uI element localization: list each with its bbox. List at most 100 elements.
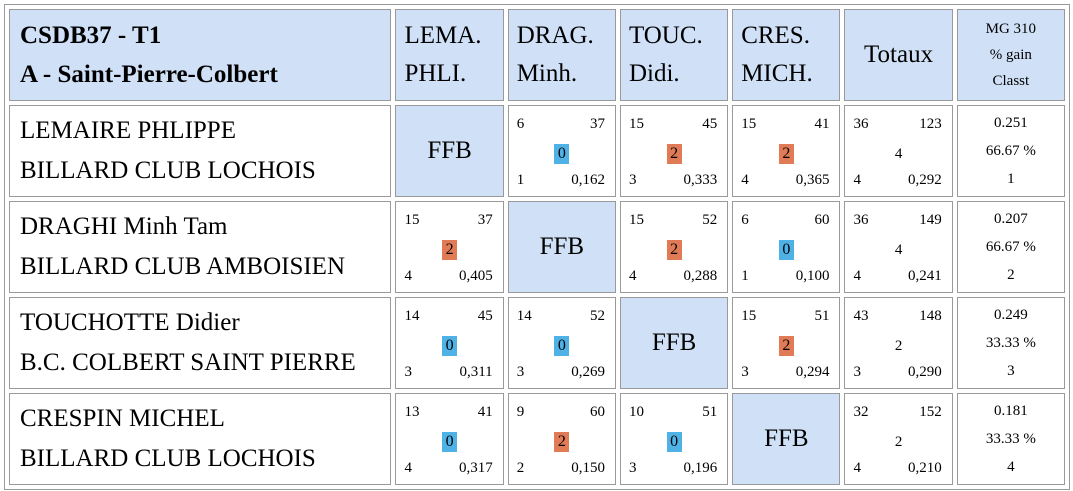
match-points-badge: 0 xyxy=(442,336,458,356)
player-club: B.C. COLBERT SAINT PIERRE xyxy=(20,349,356,376)
match-points-scored: 15 xyxy=(628,212,644,228)
match-best-series: 3 xyxy=(516,364,525,380)
win-percentage: 33.33 % xyxy=(985,335,1036,351)
total-innings: 152 xyxy=(919,404,942,420)
match-points-scored: 9 xyxy=(516,404,525,420)
total-average: 0,290 xyxy=(907,364,942,380)
self-match-cell: FFB xyxy=(395,105,504,197)
total-match-points: 2 xyxy=(894,434,903,450)
match-average: 0,365 xyxy=(795,172,830,188)
general-average: 0.207 xyxy=(993,211,1028,227)
match-average: 0,162 xyxy=(571,172,605,188)
ranking: 4 xyxy=(1007,459,1015,475)
match-best-series: 4 xyxy=(741,172,749,188)
match-best-series: 3 xyxy=(404,364,412,380)
match-innings: 60 xyxy=(589,404,605,420)
mg-cell: 0.181 33.33 % 4 xyxy=(956,393,1065,485)
match-score-cell: 10 51 0 3 0,196 xyxy=(619,393,729,485)
table-row: LEMAIRE PHLIPPE BILLARD CLUB LOCHOIS FFB 6 3… xyxy=(9,105,1065,197)
match-best-series: 1 xyxy=(741,268,749,284)
win-percentage: 66.67 % xyxy=(985,239,1036,255)
self-match-cell: FFB xyxy=(732,393,841,485)
match-points-badge: 2 xyxy=(442,240,458,260)
total-best-series: 3 xyxy=(853,364,861,380)
total-average: 0,292 xyxy=(907,172,942,188)
match-score-cell: 13 41 0 4 0,317 xyxy=(395,393,504,485)
table-row: DRAGHI Minh Tam BILLARD CLUB AMBOISIEN 15 3… xyxy=(9,201,1065,293)
mg-cell: 0.249 33.33 % 3 xyxy=(956,297,1065,389)
table-row: CRESPIN MICHEL BILLARD CLUB LOCHOIS 13 41 0 4… xyxy=(9,393,1065,485)
totals-cell: 36 123 4 4 0,292 xyxy=(844,105,953,197)
match-innings: 37 xyxy=(477,212,493,228)
match-score-cell: 6 37 0 1 0,162 xyxy=(507,105,616,197)
totals-cell: 43 148 2 3 0,290 xyxy=(844,297,953,389)
ranking: 2 xyxy=(1007,267,1015,283)
self-match-cell: FFB xyxy=(507,201,616,293)
match-score-cell: 14 45 0 3 0,311 xyxy=(395,297,504,389)
total-points-scored: 36 xyxy=(853,212,869,228)
match-best-series: 4 xyxy=(404,460,412,476)
ranking: 3 xyxy=(1007,363,1015,379)
total-points-scored: 36 xyxy=(853,116,869,132)
match-average: 0,150 xyxy=(571,460,605,476)
match-best-series: 1 xyxy=(516,172,525,188)
match-score-cell: 9 60 2 2 0,150 xyxy=(507,393,616,485)
match-points-scored: 15 xyxy=(628,116,644,132)
match-best-series: 3 xyxy=(628,460,637,476)
match-innings: 37 xyxy=(589,116,605,132)
total-points-scored: 43 xyxy=(853,308,869,324)
match-average: 0,100 xyxy=(795,268,830,284)
total-match-points: 4 xyxy=(894,242,903,258)
general-average: 0.249 xyxy=(993,307,1028,323)
match-points-scored: 6 xyxy=(741,212,749,228)
total-innings: 148 xyxy=(919,308,942,324)
match-score-cell: 15 41 2 4 0,365 xyxy=(732,105,841,197)
total-points-scored: 32 xyxy=(853,404,869,420)
total-best-series: 4 xyxy=(853,268,861,284)
total-average: 0,210 xyxy=(907,460,942,476)
match-points-badge: 0 xyxy=(554,336,570,356)
match-score-cell: 15 52 2 4 0,288 xyxy=(619,201,729,293)
col-header-player-2: DRAG. Minh. xyxy=(507,9,616,101)
match-best-series: 3 xyxy=(741,364,749,380)
general-average: 0.181 xyxy=(993,403,1028,419)
total-average: 0,241 xyxy=(907,268,942,284)
match-points-badge: 2 xyxy=(554,432,570,452)
title-group: A - Saint-Pierre-Colbert xyxy=(20,61,278,88)
total-match-points: 4 xyxy=(894,146,903,162)
self-match-cell: FFB xyxy=(619,297,729,389)
match-average: 0,405 xyxy=(458,268,493,284)
match-score-cell: 15 51 2 3 0,294 xyxy=(732,297,841,389)
player-cell: TOUCHOTTE Didier B.C. COLBERT SAINT PIERR… xyxy=(9,297,392,389)
match-score-cell: 15 37 2 4 0,405 xyxy=(395,201,504,293)
player-club: BILLARD CLUB LOCHOIS xyxy=(20,157,316,184)
match-points-badge: 0 xyxy=(442,432,458,452)
player-cell: LEMAIRE PHLIPPE BILLARD CLUB LOCHOIS xyxy=(9,105,392,197)
results-table: CSDB37 - T1 A - Saint-Pierre-Colbert LEM… xyxy=(4,4,1070,490)
col-header-player-4: CRES. MICH. xyxy=(732,9,841,101)
general-average: 0.251 xyxy=(993,115,1028,131)
match-average: 0,317 xyxy=(458,460,493,476)
col-header-player-3: TOUC. Didi. xyxy=(619,9,729,101)
title-competition: CSDB37 - T1 xyxy=(20,22,162,49)
win-percentage: 33.33 % xyxy=(985,431,1036,447)
match-innings: 51 xyxy=(814,308,830,324)
match-innings: 51 xyxy=(702,404,718,420)
total-match-points: 2 xyxy=(894,338,903,354)
match-score-cell: 15 45 2 3 0,333 xyxy=(619,105,729,197)
match-innings: 52 xyxy=(702,212,718,228)
match-points-scored: 15 xyxy=(741,308,757,324)
player-name: DRAGHI Minh Tam xyxy=(20,213,228,240)
match-innings: 41 xyxy=(477,404,493,420)
match-average: 0,288 xyxy=(683,268,718,284)
total-best-series: 4 xyxy=(853,172,861,188)
match-points-scored: 6 xyxy=(516,116,525,132)
match-innings: 60 xyxy=(814,212,830,228)
table-title: CSDB37 - T1 A - Saint-Pierre-Colbert xyxy=(9,9,392,101)
col-header-totaux: Totaux xyxy=(844,9,953,101)
col-header-mg: MG 310 % gain Classt xyxy=(956,9,1065,101)
match-points-badge: 2 xyxy=(666,144,682,164)
ranking: 1 xyxy=(1007,171,1015,187)
match-innings: 52 xyxy=(589,308,605,324)
player-club: BILLARD CLUB AMBOISIEN xyxy=(20,253,346,280)
